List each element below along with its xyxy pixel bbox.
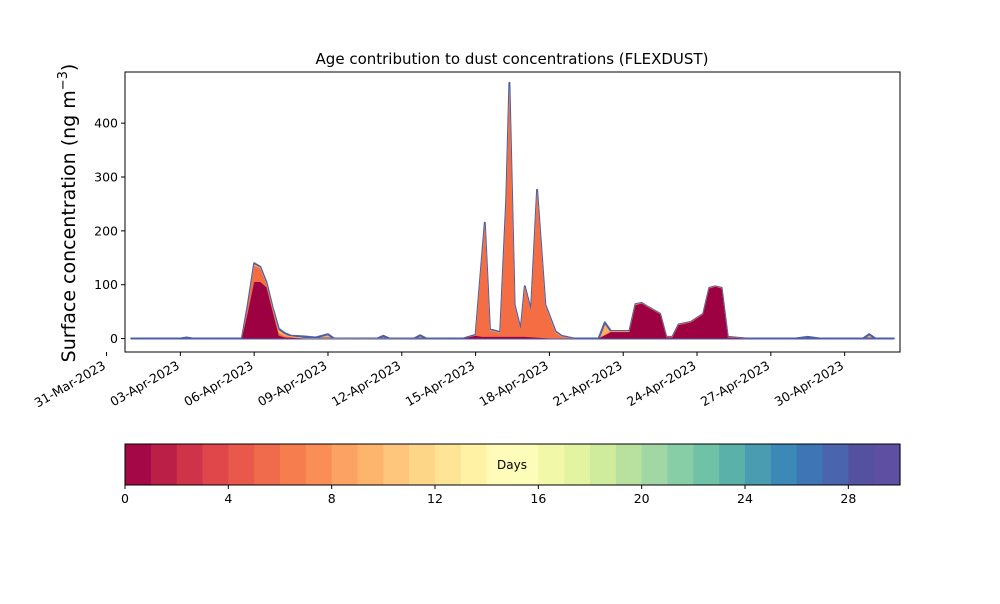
series-area-1 [131, 90, 894, 339]
colorbar-swatch [874, 444, 901, 485]
colorbar-swatch [331, 444, 359, 485]
y-tick-label: 0 [110, 331, 118, 346]
colorbar-swatch [125, 444, 152, 485]
x-tick-label: 06-Apr-2023 [181, 358, 255, 410]
x-tick-label: 30-Apr-2023 [772, 358, 846, 410]
x-tick-label: 12-Apr-2023 [329, 358, 403, 410]
colorbar-swatch [202, 444, 229, 485]
colorbar-swatch [280, 444, 307, 485]
plot-frame [124, 71, 901, 353]
colorbar-swatch [150, 444, 178, 485]
colorbar-swatch [667, 444, 694, 485]
colorbar-swatch [564, 444, 591, 485]
colorbar-tick-label: 24 [737, 491, 753, 506]
x-tick-label: 18-Apr-2023 [476, 358, 550, 410]
colorbar-swatch [435, 444, 462, 485]
x-tick-label: 15-Apr-2023 [403, 358, 477, 410]
y-tick-label: 300 [94, 170, 118, 185]
x-tick-label: 27-Apr-2023 [698, 358, 772, 410]
colorbar-swatch [719, 444, 746, 485]
x-tick-label: 31-Mar-2023 [32, 358, 108, 411]
colorbar-swatch [486, 444, 514, 485]
x-tick-label: 09-Apr-2023 [255, 358, 329, 410]
colorbar-swatch [409, 444, 436, 485]
y-axis-label: Surface concentration (ng m−3) [56, 64, 80, 363]
chart-title: Age contribution to dust concentrations … [316, 50, 709, 68]
colorbar-swatch [693, 444, 720, 485]
colorbar-swatch [538, 444, 565, 485]
colorbar-swatch [305, 444, 333, 485]
colorbar: 0 4 8 12 16 20 24 28 [121, 443, 901, 506]
x-tick-label: 21-Apr-2023 [550, 358, 624, 410]
colorbar-label: Days [497, 458, 527, 472]
y-axis-label-superscript: −3 [56, 71, 71, 90]
colorbar-tick-label: 28 [840, 491, 856, 506]
colorbar-swatch [848, 444, 875, 485]
colorbar-swatch [590, 444, 617, 485]
colorbar-swatch [512, 444, 539, 485]
colorbar-tick-label: 0 [121, 491, 129, 506]
y-tick-label: 400 [94, 116, 118, 131]
colorbar-swatch [770, 444, 798, 485]
y-axis: 0 100 200 300 400 [94, 116, 125, 346]
colorbar-swatch [641, 444, 669, 485]
y-axis-label-text: Surface concentration (ng m [58, 90, 80, 362]
colorbar-swatch [254, 444, 281, 485]
colorbar-tick-label: 20 [634, 491, 650, 506]
colorbar-tick-label: 8 [328, 491, 336, 506]
x-axis: 31-Mar-2023 03-Apr-2023 06-Apr-2023 09-Apr-… [32, 352, 846, 410]
y-tick-label: 200 [94, 223, 118, 238]
colorbar-tick-label: 12 [427, 491, 443, 506]
colorbar-frame [124, 443, 901, 486]
colorbar-swatch [796, 444, 824, 485]
colorbar-swatch [615, 444, 643, 485]
colorbar-swatch [822, 444, 849, 485]
colorbar-swatch [460, 444, 488, 485]
x-tick-label: 24-Apr-2023 [624, 358, 698, 410]
colorbar-swatch [745, 444, 772, 485]
colorbar-swatch [383, 444, 410, 485]
colorbar-swatch [357, 444, 384, 485]
y-tick-label: 100 [94, 277, 118, 292]
colorbar-tick-label: 16 [530, 491, 546, 506]
series-layer [130, 81, 895, 340]
series-area-0 [131, 282, 894, 339]
colorbar-swatch [176, 444, 204, 485]
colorbar-swatch [228, 444, 255, 485]
x-tick-label: 03-Apr-2023 [107, 358, 181, 410]
y-axis-label-close: ) [58, 64, 80, 71]
colorbar-tick-label: 4 [224, 491, 232, 506]
